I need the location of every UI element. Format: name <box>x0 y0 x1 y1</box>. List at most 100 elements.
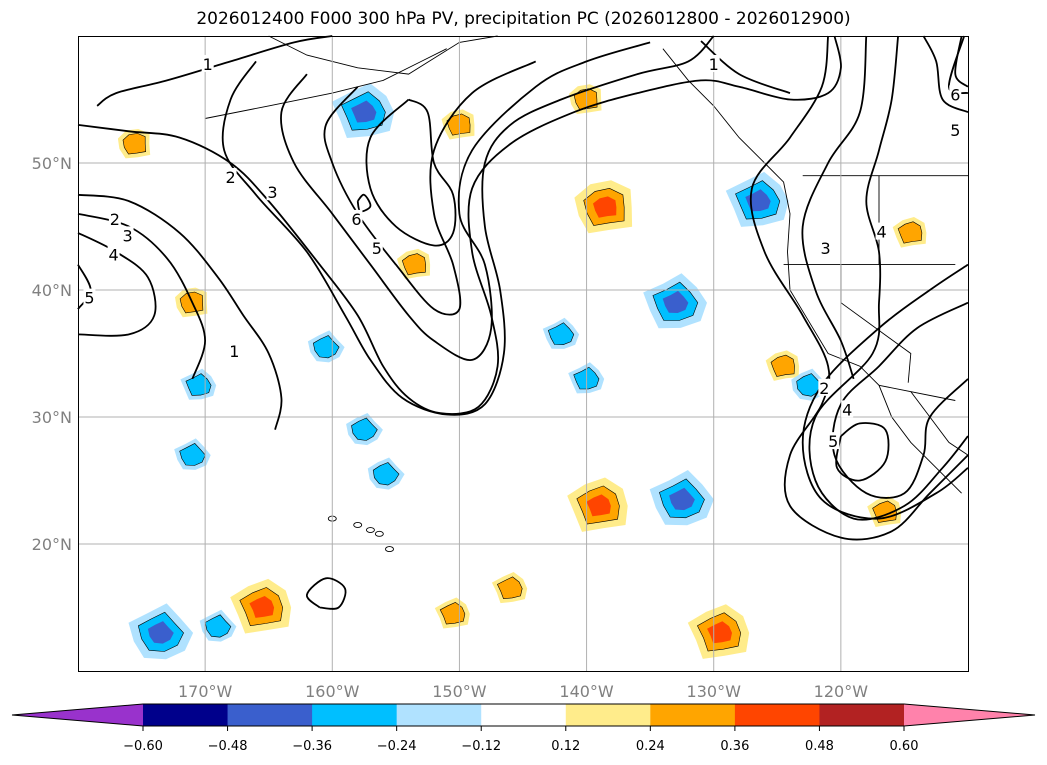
precip-level-0_24 <box>497 576 523 600</box>
longitude-axis: 170°W 160°W 150°W 140°W 130°W 120°W <box>178 682 868 701</box>
precip-blob <box>867 496 902 527</box>
pv-contour-label: 5 <box>372 239 382 258</box>
precip-level-0_36 <box>249 596 275 618</box>
colorbar-tick-label: 0.12 <box>551 739 580 754</box>
precip-level-0_24 <box>770 354 795 377</box>
pv-contour-label: 1 <box>709 55 719 74</box>
pv-contour-3 <box>280 41 651 361</box>
colorbar-segment <box>650 704 736 726</box>
pv-contour-label: 6 <box>950 85 960 104</box>
pv-contour-label: 1 <box>229 342 239 361</box>
precip-blob <box>569 84 602 114</box>
colorbar-segment <box>565 704 651 726</box>
pv-contour-5 <box>954 35 969 88</box>
map-frame <box>78 36 969 672</box>
precip-level-neg0_36 <box>351 100 377 123</box>
precip-blob <box>765 350 800 381</box>
pv-label-bg <box>818 378 831 396</box>
pv-contour-4 <box>922 35 969 114</box>
lat-tick-label: 40°N <box>32 281 72 300</box>
precip-blob <box>542 317 580 349</box>
colorbar-tick-label: −0.36 <box>292 739 332 754</box>
island <box>353 522 363 528</box>
pv-label-bg <box>370 239 383 257</box>
precip-level-neg0_24 <box>547 322 575 346</box>
precip-blob <box>643 273 707 329</box>
precip-blob <box>180 368 217 400</box>
pv-contour-6 <box>947 35 969 95</box>
colorbar-extend-max <box>904 704 1035 726</box>
coastline <box>840 264 912 383</box>
pv-label-bg <box>827 432 840 450</box>
pv-contour-label: 5 <box>828 432 838 451</box>
precip-blob <box>441 109 475 140</box>
precip-blob <box>491 572 528 604</box>
precip-blob <box>725 171 789 227</box>
precip-level-0_24 <box>573 88 598 111</box>
precip-blob <box>892 217 927 248</box>
colorbar-tick-label: −0.12 <box>461 739 501 754</box>
gridlines <box>78 36 968 671</box>
pv-contour-label: 5 <box>950 121 960 140</box>
precip-level-neg0_36 <box>147 621 174 644</box>
colorbar-tick-label: 0.60 <box>890 739 919 754</box>
pv-contour-1 <box>700 40 791 94</box>
precip-blob <box>574 180 633 234</box>
pv-contour-label: 2 <box>819 379 829 398</box>
precip-level-neg0_36 <box>662 290 689 313</box>
precip-blob <box>567 477 628 532</box>
precip-level-neg0_24 <box>204 614 232 638</box>
precip-blob <box>307 330 345 363</box>
colorbar-segment <box>227 704 313 726</box>
pv-contour-2 <box>221 35 715 416</box>
pv-label-bg <box>108 209 121 227</box>
pv-contour-3 <box>801 35 868 380</box>
pv-contour-label: 4 <box>876 223 886 242</box>
pv-label-bg <box>949 120 962 138</box>
pv-label-bg <box>707 54 720 72</box>
coastline <box>205 48 447 119</box>
pv-contour-1 <box>96 35 333 107</box>
pv-contour-3 <box>749 35 969 541</box>
island <box>385 546 394 553</box>
precip-blob <box>128 603 194 660</box>
pv-contour-label: 3 <box>267 183 277 202</box>
pv-contour-label: 5 <box>84 289 94 308</box>
precip-level-neg0_36 <box>669 487 695 511</box>
coastline <box>910 391 969 456</box>
precip-level-neg0_24 <box>179 443 206 466</box>
island <box>365 527 375 533</box>
pv-contour-4 <box>808 35 969 521</box>
lon-tick-label: 140°W <box>559 682 614 701</box>
precip-blob <box>117 129 151 159</box>
colorbar-extend-min <box>12 704 143 726</box>
pv-contour-5 <box>831 301 969 499</box>
precip-level-0_24 <box>446 113 471 136</box>
lon-tick-label: 150°W <box>432 682 487 701</box>
latitude-axis: 50°N 40°N 30°N 20°N <box>32 154 72 554</box>
pv-contour-label: 2 <box>225 168 235 187</box>
colorbar: −0.60 −0.48 −0.36 −0.24 −0.12 0.12 0.24 0.36 0.4… <box>11 703 1036 754</box>
precip-blob <box>346 413 383 446</box>
lon-tick-label: 160°W <box>305 682 360 701</box>
colorbar-tick-label: −0.48 <box>208 739 248 754</box>
pv-contour-5 <box>365 98 457 247</box>
precip-level-0_36 <box>586 494 611 517</box>
precip-level-0_24 <box>897 221 923 244</box>
pv-label-bg <box>266 183 279 201</box>
pv-label-bg <box>107 245 120 263</box>
precip-level-neg0_24 <box>351 417 378 441</box>
pv-contour-4 <box>323 60 537 316</box>
pv-contour-label: 3 <box>821 239 831 258</box>
lat-tick-label: 30°N <box>32 408 72 427</box>
pv-contour-label: 4 <box>109 245 119 264</box>
colorbar-tick-label: 0.48 <box>805 739 834 754</box>
pv-contour-6 <box>356 193 372 213</box>
lon-tick-label: 130°W <box>687 682 742 701</box>
pv-contour-3 <box>77 212 207 380</box>
colorbar-segment <box>396 704 482 726</box>
pv-contour-layer <box>77 35 969 610</box>
pv-label-bg <box>121 226 134 244</box>
lat-tick-label: 20°N <box>32 535 72 554</box>
